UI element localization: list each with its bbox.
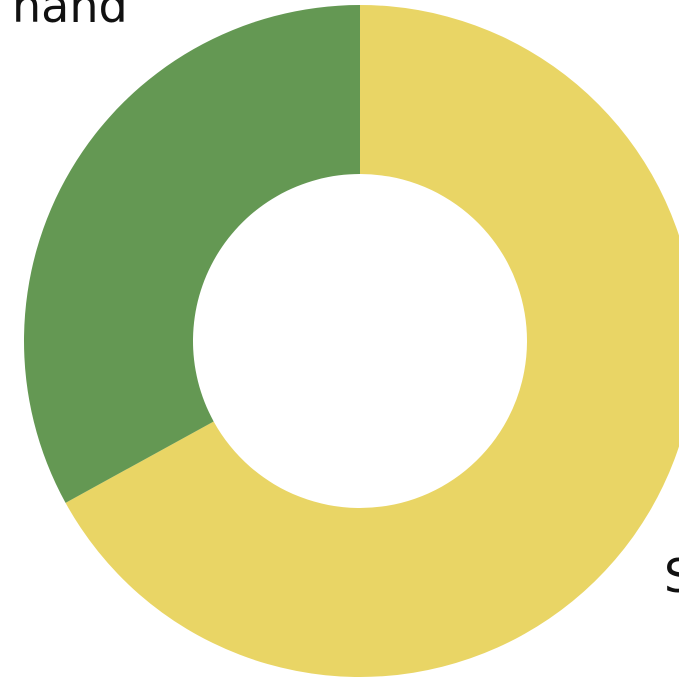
slice <box>24 5 361 503</box>
slice-label: S <box>664 549 679 603</box>
slice <box>65 5 679 677</box>
slice-label: hand <box>12 0 128 33</box>
